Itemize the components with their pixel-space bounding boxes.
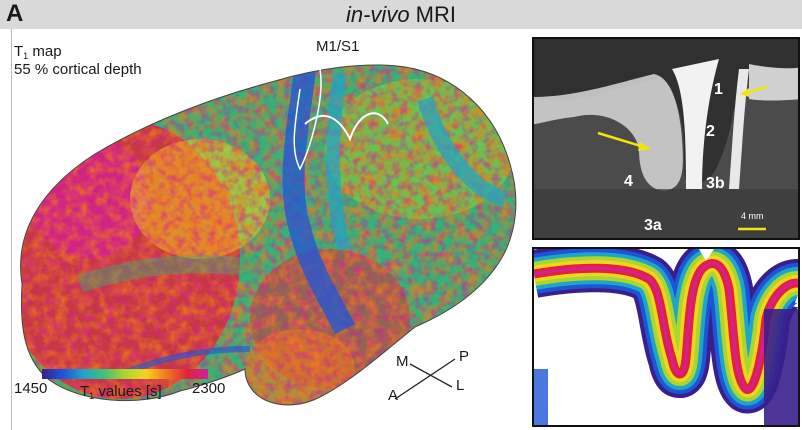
mri-label-4: 4 — [624, 173, 633, 190]
title-rest: MRI — [409, 2, 457, 27]
panel-letter: A — [6, 0, 24, 27]
orient-m: M — [396, 353, 409, 370]
mri-label-2: 2 — [706, 123, 715, 140]
orient-a: A — [388, 387, 399, 404]
region-label: M1/S1 — [316, 38, 360, 55]
colorbar-label: T1 values [s] — [80, 383, 162, 401]
mri-label-1: 1 — [714, 81, 723, 98]
figure-title: in-vivo MRI — [0, 3, 802, 27]
colorbar — [42, 369, 208, 379]
cortex-map-image — [534, 249, 798, 425]
map-title: T1 map — [14, 43, 62, 61]
scale-bar-label: 4 mm — [741, 211, 764, 221]
title-italic: in-vivo — [345, 2, 410, 27]
figure-header: A in-vivo MRI — [0, 0, 802, 29]
orient-l: L — [456, 377, 465, 394]
mri-label-3a: 3a — [644, 217, 662, 234]
orient-p: P — [459, 348, 470, 365]
depth-label: 55 % cortical depth — [14, 61, 142, 78]
brain-surface-render — [20, 64, 517, 406]
colorbar-max: 2300 — [192, 380, 226, 397]
left-divider — [11, 29, 12, 430]
mri-slice-image — [534, 39, 798, 238]
orientation-cross — [394, 358, 456, 400]
mri-slice-panel: 1 2 4 3b 3a 4 mm — [532, 37, 800, 240]
mri-label-3b: 3b — [706, 175, 725, 192]
cortex-map-panel — [532, 247, 800, 427]
colorbar-min: 1450 — [14, 380, 48, 397]
